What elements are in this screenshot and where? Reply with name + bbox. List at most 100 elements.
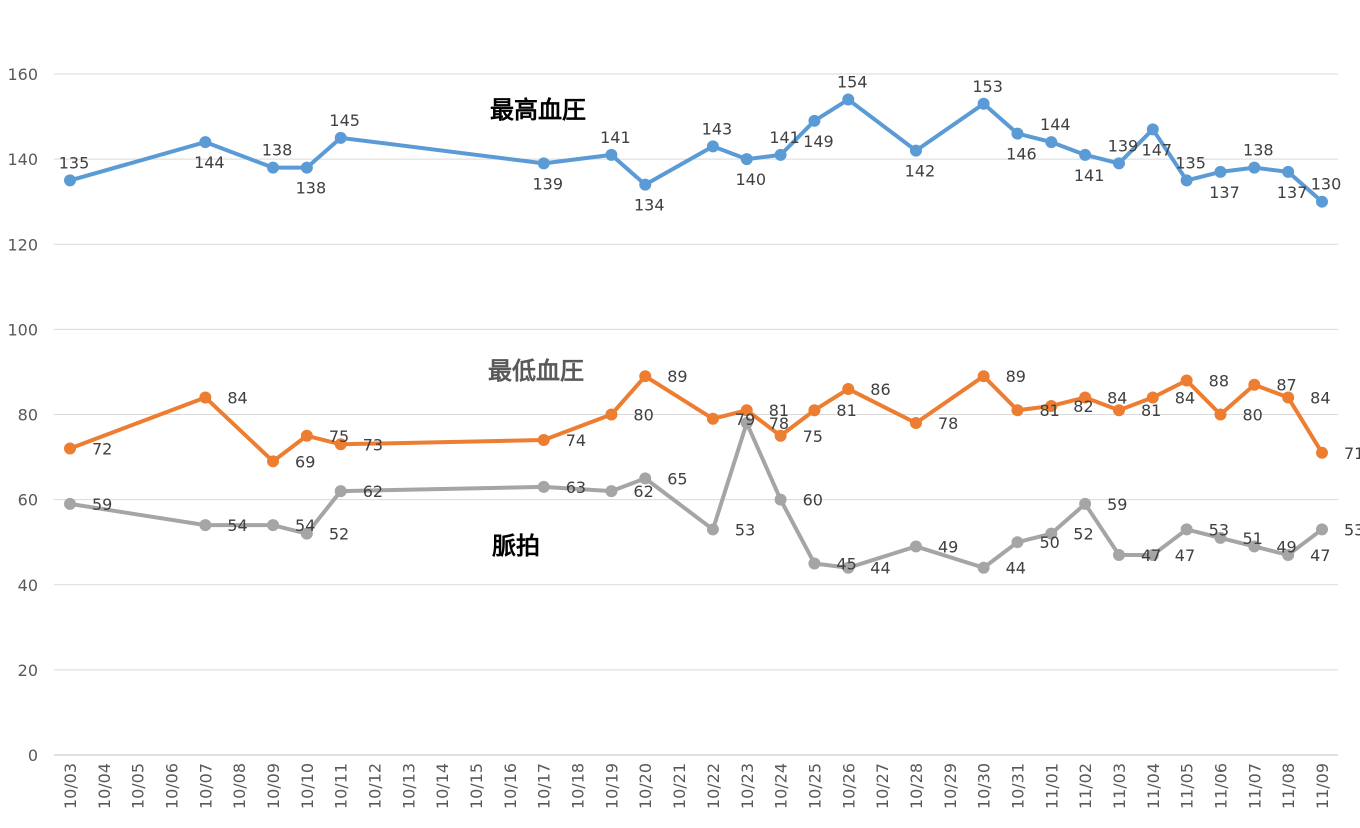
data-label: 65 xyxy=(667,469,687,488)
data-label: 137 xyxy=(1277,183,1308,202)
x-tick-label: 10/25 xyxy=(805,763,824,809)
data-point xyxy=(267,455,280,468)
data-label: 51 xyxy=(1242,529,1262,548)
data-label: 52 xyxy=(329,525,349,544)
data-point xyxy=(740,404,753,417)
data-label: 47 xyxy=(1310,546,1330,565)
data-point xyxy=(639,472,652,485)
x-tick-label: 10/12 xyxy=(366,763,385,809)
data-label: 141 xyxy=(600,128,631,147)
data-point xyxy=(909,417,922,430)
y-axis: 0 20 40 60 80 100 120 140 160 xyxy=(7,65,38,765)
x-tick-label: 10/15 xyxy=(467,763,486,809)
data-point xyxy=(1248,161,1261,174)
x-tick-label: 10/19 xyxy=(602,763,621,809)
data-point xyxy=(199,136,212,149)
y-tick-label: 120 xyxy=(7,235,38,254)
x-tick-label: 11/08 xyxy=(1279,763,1298,809)
data-label: 80 xyxy=(1242,406,1262,425)
y-tick-label: 80 xyxy=(18,406,38,425)
x-tick-label: 10/29 xyxy=(941,763,960,809)
data-label: 135 xyxy=(59,153,90,172)
data-point xyxy=(977,370,990,383)
data-label: 53 xyxy=(1209,520,1229,539)
data-point xyxy=(740,153,753,166)
data-label: 84 xyxy=(227,388,247,407)
data-label: 141 xyxy=(1074,166,1105,185)
data-label: 149 xyxy=(803,132,834,151)
data-label: 81 xyxy=(769,401,789,420)
x-tick-label: 10/28 xyxy=(907,763,926,809)
data-label: 54 xyxy=(227,516,247,535)
x-tick-label: 10/14 xyxy=(433,763,452,809)
data-label: 89 xyxy=(1006,367,1026,386)
data-point xyxy=(1112,157,1125,170)
data-point xyxy=(1180,374,1193,387)
data-point xyxy=(605,485,618,498)
data-label: 141 xyxy=(769,128,800,147)
data-label: 153 xyxy=(972,77,1003,96)
data-label: 72 xyxy=(92,440,112,459)
data-point xyxy=(808,557,821,570)
series-line-1 xyxy=(68,374,1324,464)
data-point xyxy=(1045,399,1058,412)
data-point xyxy=(842,561,855,574)
data-point xyxy=(977,561,990,574)
data-label: 44 xyxy=(870,559,890,578)
series-name-label: 最高血圧 xyxy=(490,96,586,124)
data-label: 79 xyxy=(735,410,755,429)
data-point xyxy=(909,144,922,157)
data-point xyxy=(300,429,313,442)
data-point xyxy=(842,93,855,106)
data-point xyxy=(977,97,990,110)
data-label: 80 xyxy=(633,406,653,425)
x-axis: 10/03 10/04 10/05 10/06 10/07 10/08 10/09 10/10… xyxy=(61,763,1332,809)
data-label: 88 xyxy=(1209,371,1229,390)
y-tick-label: 60 xyxy=(18,491,38,510)
data-point xyxy=(774,429,787,442)
data-label: 53 xyxy=(735,520,755,539)
x-tick-label: 10/21 xyxy=(670,763,689,809)
series-name-label: 最低血圧 xyxy=(488,357,584,385)
x-tick-label: 10/22 xyxy=(704,763,723,809)
data-label: 52 xyxy=(1073,525,1093,544)
data-point xyxy=(537,434,550,447)
data-point xyxy=(1282,165,1295,178)
data-point xyxy=(1146,391,1159,404)
data-point xyxy=(1316,446,1328,459)
y-tick-label: 100 xyxy=(7,320,38,339)
data-point xyxy=(774,148,787,161)
x-tick-label: 10/20 xyxy=(636,763,655,809)
data-label: 73 xyxy=(363,435,383,454)
data-point xyxy=(639,178,652,191)
x-tick-label: 10/08 xyxy=(230,763,249,809)
x-tick-label: 10/27 xyxy=(873,763,892,809)
data-label: 89 xyxy=(667,367,687,386)
data-label: 78 xyxy=(769,414,789,433)
data-label: 147 xyxy=(1142,140,1173,159)
data-point xyxy=(1282,391,1295,404)
data-point xyxy=(808,404,821,417)
data-label: 75 xyxy=(329,427,349,446)
data-point xyxy=(1011,127,1024,140)
data-label: 140 xyxy=(735,170,766,189)
data-point xyxy=(1011,404,1024,417)
series-name-label: 脈拍 xyxy=(492,532,540,560)
y-tick-label: 40 xyxy=(18,576,38,595)
series-group xyxy=(64,93,1328,574)
data-point xyxy=(64,174,76,187)
data-label: 53 xyxy=(1344,520,1360,539)
data-label: 144 xyxy=(1040,115,1071,134)
x-tick-label: 11/06 xyxy=(1211,763,1230,809)
data-point xyxy=(64,497,76,510)
data-label: 75 xyxy=(803,427,823,446)
x-tick-label: 10/24 xyxy=(772,763,791,809)
data-point xyxy=(1180,523,1193,536)
data-label: 59 xyxy=(1107,495,1127,514)
data-label: 154 xyxy=(837,73,868,92)
data-point xyxy=(1146,123,1159,136)
x-tick-label: 10/09 xyxy=(264,763,283,809)
data-point xyxy=(64,442,76,455)
data-label: 50 xyxy=(1039,533,1059,552)
x-tick-label: 11/02 xyxy=(1076,763,1095,809)
